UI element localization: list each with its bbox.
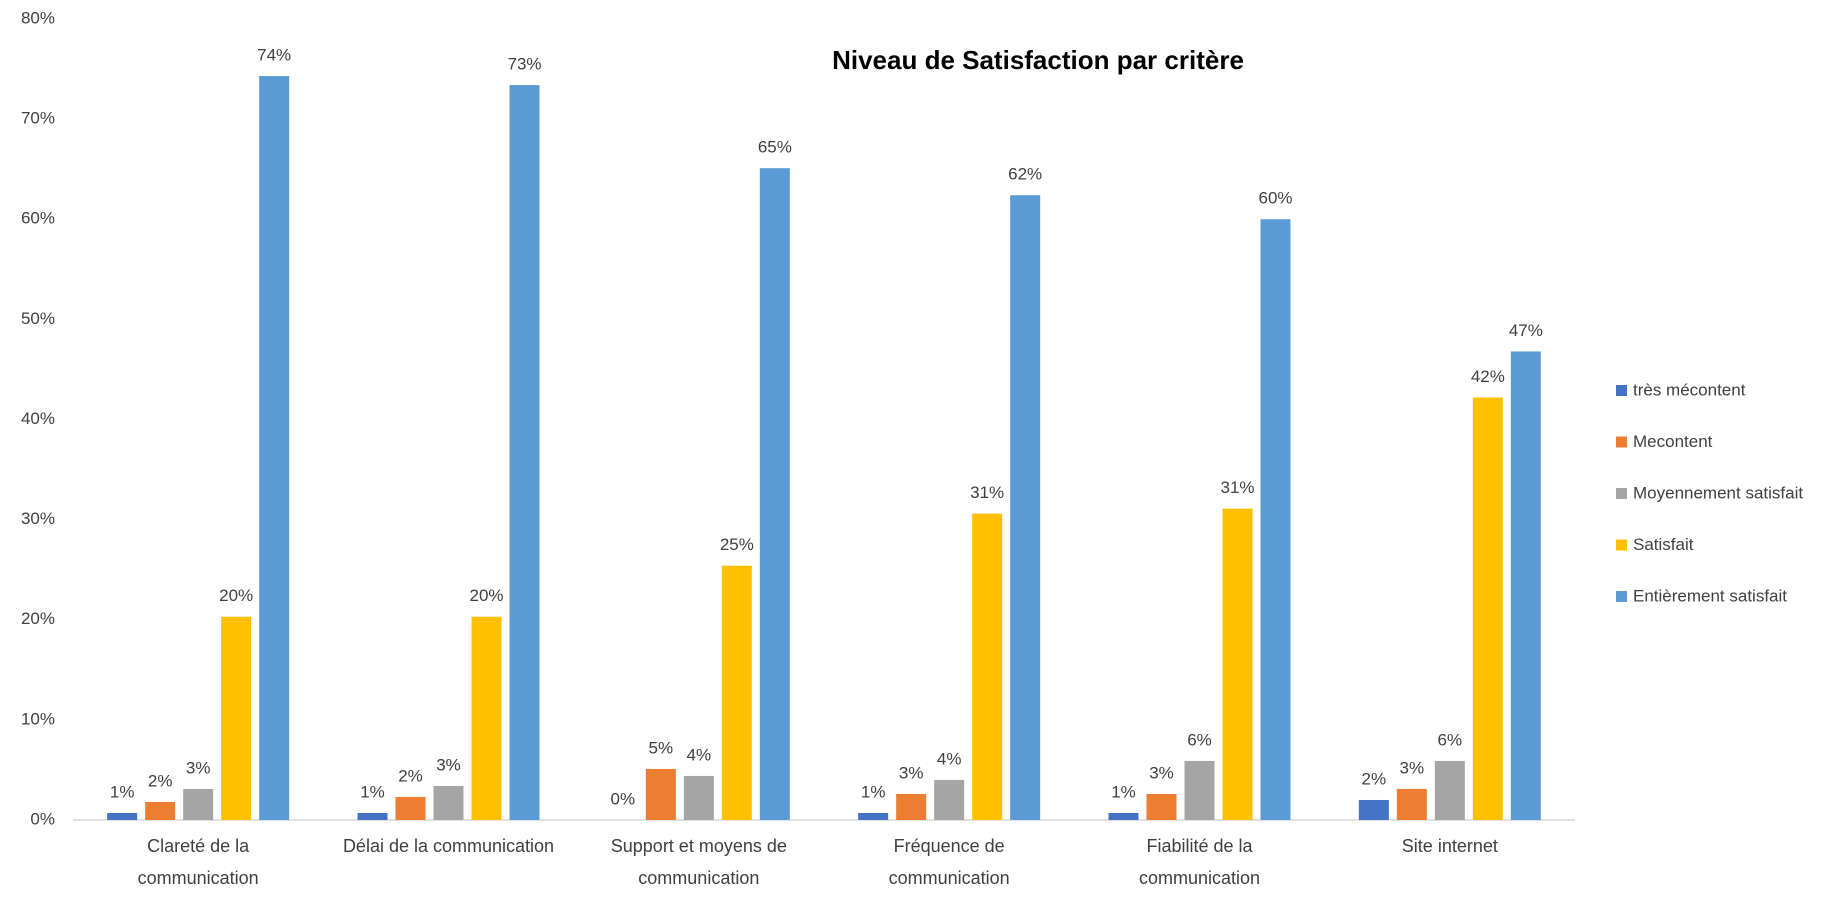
legend-swatch bbox=[1616, 488, 1627, 499]
x-tick-label: Fiabilité de la communication bbox=[1138, 836, 1261, 888]
bar bbox=[395, 796, 426, 820]
bar bbox=[471, 616, 502, 820]
y-tick-label: 10% bbox=[21, 709, 55, 728]
data-label: 3% bbox=[186, 758, 211, 777]
data-label: 62% bbox=[1008, 165, 1042, 184]
data-label: 3% bbox=[436, 755, 461, 774]
legend-label: Mecontent bbox=[1633, 432, 1713, 451]
chart-title: Niveau de Satisfaction par critère bbox=[832, 45, 1244, 75]
data-label: 3% bbox=[899, 763, 924, 782]
legend-label: très mécontent bbox=[1633, 380, 1746, 399]
data-label: 6% bbox=[1438, 730, 1463, 749]
legend-label: Satisfait bbox=[1633, 535, 1694, 554]
data-label: 6% bbox=[1187, 730, 1212, 749]
data-label: 2% bbox=[398, 766, 423, 785]
legend-label: Moyennement satisfait bbox=[1633, 483, 1803, 502]
bar bbox=[221, 616, 252, 820]
bar bbox=[107, 812, 138, 820]
bar bbox=[1184, 760, 1215, 820]
x-tick-label: Délai de la communication bbox=[342, 836, 555, 856]
y-tick-label: 30% bbox=[21, 509, 55, 528]
y-tick-label: 0% bbox=[30, 809, 55, 828]
bar bbox=[721, 565, 752, 820]
bar bbox=[1396, 788, 1427, 820]
bar bbox=[1108, 812, 1139, 820]
data-label: 73% bbox=[507, 55, 541, 74]
x-tick-label: Fréquence de communication bbox=[888, 836, 1010, 888]
bar bbox=[1472, 397, 1503, 820]
bar bbox=[1146, 793, 1177, 820]
data-label: 5% bbox=[649, 738, 674, 757]
y-tick-label: 50% bbox=[21, 309, 55, 328]
legend-swatch bbox=[1616, 591, 1627, 602]
data-label: 60% bbox=[1258, 189, 1292, 208]
bar bbox=[1434, 760, 1465, 820]
data-label: 2% bbox=[1362, 769, 1387, 788]
bar bbox=[145, 801, 176, 820]
bar bbox=[183, 788, 214, 820]
bar bbox=[509, 85, 540, 820]
data-label: 25% bbox=[720, 535, 754, 554]
bar bbox=[683, 775, 714, 820]
bar bbox=[1010, 195, 1041, 821]
legend-swatch bbox=[1616, 539, 1627, 551]
legend-label: Entièrement satisfait bbox=[1633, 586, 1787, 605]
bar bbox=[1260, 219, 1291, 820]
data-label: 1% bbox=[110, 782, 135, 801]
y-tick-label: 80% bbox=[21, 8, 55, 27]
data-label: 74% bbox=[257, 46, 291, 65]
data-label: 3% bbox=[1149, 763, 1174, 782]
data-label: 31% bbox=[1220, 478, 1254, 497]
bar bbox=[1358, 799, 1389, 820]
data-label: 1% bbox=[360, 782, 385, 801]
bar bbox=[357, 812, 388, 820]
bar bbox=[1510, 351, 1541, 820]
x-tick-label: Site internet bbox=[1401, 836, 1498, 856]
bar bbox=[896, 793, 927, 820]
bar bbox=[934, 779, 965, 820]
data-label: 65% bbox=[758, 138, 792, 157]
data-label: 4% bbox=[937, 749, 962, 768]
legend-swatch bbox=[1616, 385, 1627, 396]
legend-swatch bbox=[1616, 436, 1627, 448]
bar bbox=[972, 513, 1003, 820]
data-label: 1% bbox=[861, 782, 886, 801]
y-tick-label: 20% bbox=[21, 609, 55, 628]
x-tick-label: Support et moyens de communication bbox=[610, 836, 787, 888]
bar bbox=[858, 812, 889, 820]
data-label: 3% bbox=[1400, 758, 1425, 777]
data-label: 47% bbox=[1509, 321, 1543, 340]
data-label: 2% bbox=[148, 771, 173, 790]
bar bbox=[259, 76, 290, 821]
data-label: 1% bbox=[1111, 782, 1136, 801]
data-label: 20% bbox=[469, 586, 503, 605]
data-label: 0% bbox=[611, 789, 636, 808]
y-tick-label: 40% bbox=[21, 409, 55, 428]
bar bbox=[1222, 508, 1253, 820]
data-label: 31% bbox=[970, 483, 1004, 502]
data-label: 4% bbox=[687, 745, 712, 764]
bar bbox=[433, 785, 464, 820]
y-tick-label: 70% bbox=[21, 109, 55, 128]
x-tick-label: Clareté de la communication bbox=[137, 836, 259, 888]
bar bbox=[759, 168, 790, 820]
y-tick-label: 60% bbox=[21, 209, 55, 228]
bar bbox=[645, 768, 676, 820]
data-label: 20% bbox=[219, 586, 253, 605]
data-label: 42% bbox=[1471, 367, 1505, 386]
